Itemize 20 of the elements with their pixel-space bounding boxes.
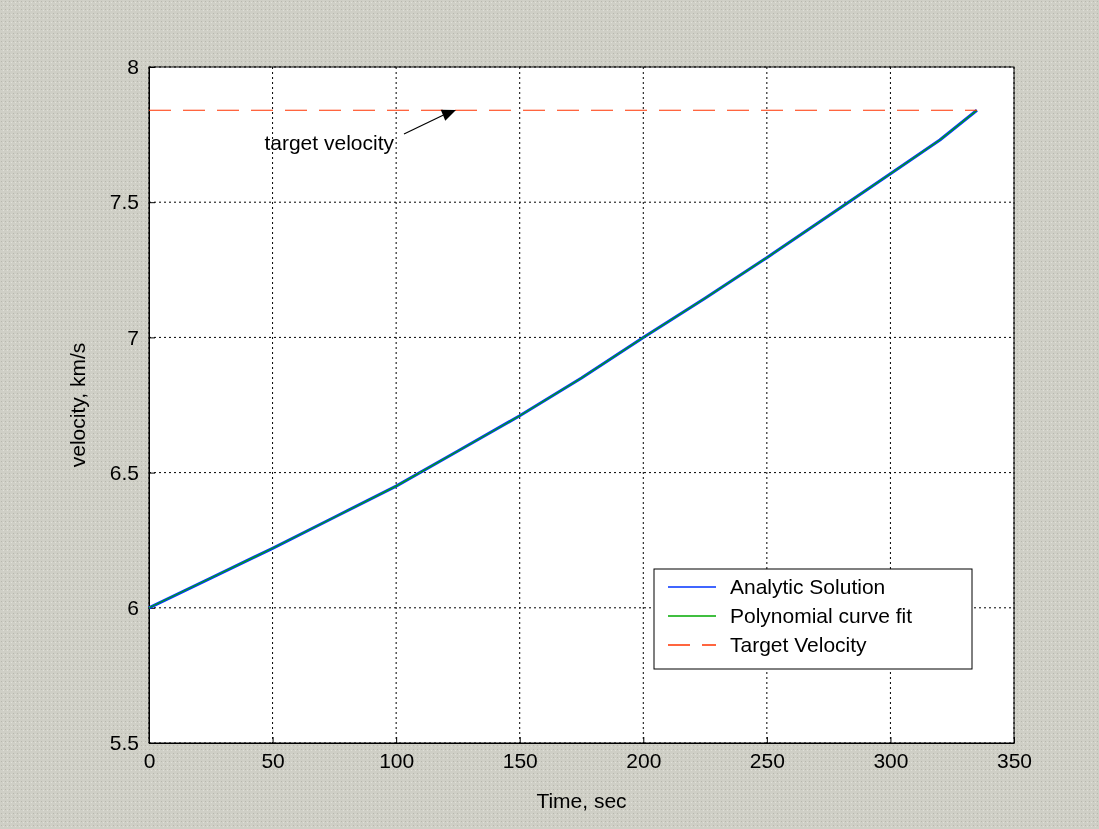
x-tick-label: 350 [996, 748, 1033, 772]
y-tick-label: 6.5 [109, 460, 139, 484]
y-axis-title: velocity, km/s [66, 342, 89, 468]
legend-label: Target Velocity [730, 633, 868, 656]
x-tick-label: 200 [626, 748, 662, 772]
y-tick-label: 7 [127, 325, 139, 349]
legend-label: Polynomial curve fit [730, 604, 913, 627]
y-tick-label: 7.5 [109, 190, 139, 214]
y-tick-label: 8 [127, 55, 139, 79]
x-axis-title: Time, sec [536, 789, 627, 812]
legend-label: Analytic Solution [730, 575, 886, 598]
x-tick-label: 300 [873, 748, 909, 772]
y-tick-label: 6 [127, 596, 139, 620]
x-tick-label: 0 [143, 748, 156, 772]
y-tick-label: 5.5 [109, 731, 139, 755]
x-tick-label: 50 [261, 748, 285, 772]
x-tick-label: 150 [502, 748, 538, 772]
x-tick-label: 100 [379, 748, 415, 772]
x-tick-label: 250 [749, 748, 785, 772]
annotation: target velocity [264, 131, 395, 154]
